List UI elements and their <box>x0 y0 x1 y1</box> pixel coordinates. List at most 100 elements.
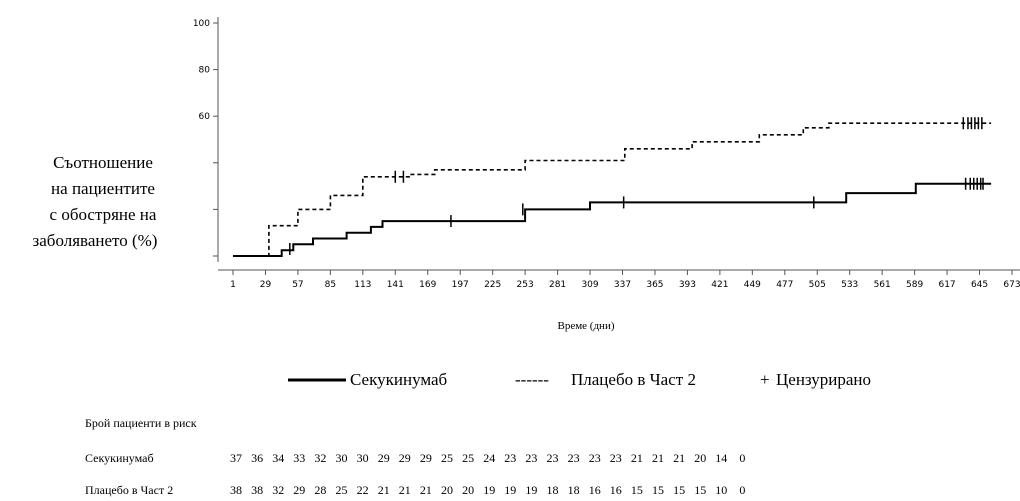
censor-marks <box>289 117 984 256</box>
risk-table-cell: 23 <box>568 451 580 465</box>
legend-item-secukinumab: Секукинумаб <box>350 370 447 389</box>
risk-table-cell: 18 <box>547 483 559 497</box>
risk-table-cell: 16 <box>610 483 622 497</box>
risk-table-cell: 22 <box>357 483 369 497</box>
risk-table-cell: 29 <box>293 483 305 497</box>
risk-table-cell: 16 <box>589 483 601 497</box>
x-tick-label: 561 <box>874 280 891 290</box>
x-tick-label: 533 <box>841 280 858 290</box>
x-tick-label: 253 <box>517 280 534 290</box>
x-tick-label: 589 <box>906 280 923 290</box>
risk-table-cell: 34 <box>272 451 284 465</box>
x-tick-label: 141 <box>387 280 404 290</box>
risk-table-cell: 30 <box>336 451 348 465</box>
risk-table-cell: 37 <box>230 451 242 465</box>
x-tick-label: 1 <box>230 280 236 290</box>
x-tick-label: 113 <box>354 280 371 290</box>
risk-table-cell: 20 <box>694 451 706 465</box>
x-tick-label: 337 <box>614 280 631 290</box>
x-axis-title: Време (дни) <box>557 320 614 332</box>
y-tick-label: 100 <box>193 19 210 29</box>
y-axis-title-line-2: на пациентите <box>51 179 155 198</box>
risk-row-label-placebo: Плацебо в Част 2 <box>85 483 173 497</box>
risk-table-cell: 20 <box>462 483 474 497</box>
legend-censor-swatch: + <box>760 370 770 389</box>
x-tick-label: 85 <box>325 280 336 290</box>
x-tick-label: 169 <box>419 280 436 290</box>
risk-table-title: Брой пациенти в риск <box>85 416 197 430</box>
risk-table-cell: 0 <box>739 483 745 497</box>
risk-table-cell: 29 <box>378 451 390 465</box>
series-line-secukinumab <box>233 182 992 257</box>
risk-table-cell: 15 <box>631 483 643 497</box>
y-axis-title: Съотношение на пациентите с обостряне на… <box>33 153 158 250</box>
risk-table-cell: 23 <box>589 451 601 465</box>
risk-table-cell: 10 <box>715 483 727 497</box>
x-tick-label: 477 <box>776 280 793 290</box>
risk-table-cell: 15 <box>694 483 706 497</box>
x-tick-label: 365 <box>646 280 663 290</box>
risk-table-cell: 18 <box>568 483 580 497</box>
x-tick-label: 281 <box>549 280 566 290</box>
risk-table-cell: 29 <box>399 451 411 465</box>
plot-series <box>233 122 992 257</box>
risk-table-cell: 38 <box>230 483 242 497</box>
y-axis-title-line-3: с обостряне на <box>50 205 157 224</box>
risk-table-cell: 23 <box>504 451 516 465</box>
risk-table-cell: 32 <box>314 451 326 465</box>
legend-item-placebo: Плацебо в Част 2 <box>571 370 696 389</box>
risk-table-cell: 29 <box>420 451 432 465</box>
y-axis: 60 80 100 <box>193 17 219 262</box>
risk-table-cell: 21 <box>652 451 664 465</box>
risk-table-cell: 25 <box>441 451 453 465</box>
risk-table-cell: 15 <box>652 483 664 497</box>
risk-table-cell: 28 <box>314 483 326 497</box>
risk-table-cell: 24 <box>483 451 495 465</box>
x-tick-label: 421 <box>711 280 728 290</box>
risk-table-cell: 19 <box>483 483 495 497</box>
x-tick-label: 505 <box>809 280 826 290</box>
risk-table-cell: 14 <box>715 451 727 465</box>
y-axis-title-line-4: заболяването (%) <box>33 231 158 250</box>
series-line-placebo <box>233 122 992 257</box>
legend-item-censored: Цензурирано <box>776 370 871 389</box>
risk-table-cell: 23 <box>610 451 622 465</box>
risk-table-cell: 25 <box>462 451 474 465</box>
risk-table-cell: 20 <box>441 483 453 497</box>
risk-table-cell: 21 <box>378 483 390 497</box>
risk-table-cell: 36 <box>251 451 263 465</box>
risk-table-cell: 0 <box>739 451 745 465</box>
x-tick-label: 393 <box>679 280 696 290</box>
x-tick-label: 645 <box>971 280 988 290</box>
risk-row-label-secukinumab: Секукинумаб <box>85 451 154 465</box>
x-tick-label: 673 <box>1003 280 1020 290</box>
x-tick-label: 449 <box>744 280 761 290</box>
x-tick-label: 197 <box>452 280 469 290</box>
risk-table-cell: 25 <box>336 483 348 497</box>
risk-table-cell: 21 <box>420 483 432 497</box>
y-tick-label: 80 <box>199 66 211 76</box>
legend: Секукинумаб ------ Плацебо в Част 2 + Це… <box>288 370 871 389</box>
risk-table-cell: 23 <box>525 451 537 465</box>
x-axis: 1 29 57 85 113 141 169 197 225 253 281 309 337 365 393… <box>218 269 1020 290</box>
x-tick-label: 29 <box>260 280 272 290</box>
risk-table-cell: 23 <box>547 451 559 465</box>
risk-table-cell: 21 <box>631 451 643 465</box>
risk-table-cell: 32 <box>272 483 284 497</box>
risk-table-cell: 38 <box>251 483 263 497</box>
x-tick-label: 309 <box>581 280 598 290</box>
risk-table-cell: 30 <box>357 451 369 465</box>
y-tick-label: 60 <box>199 112 211 122</box>
legend-dashed-swatch: ------ <box>515 370 549 389</box>
risk-table-cell: 19 <box>504 483 516 497</box>
x-tick-label: 617 <box>938 280 955 290</box>
y-axis-title-line-1: Съотношение <box>53 153 153 172</box>
risk-table-cell: 33 <box>293 451 305 465</box>
x-tick-label: 57 <box>292 280 303 290</box>
x-tick-label: 225 <box>484 280 501 290</box>
risk-table-cell: 21 <box>673 451 685 465</box>
risk-table-values: 37 36 34 33 32 30 30 29 29 29 25 25 24 23 23 23 23 23 23 21… <box>230 451 745 497</box>
risk-table-cell: 15 <box>673 483 685 497</box>
risk-table-cell: 19 <box>525 483 537 497</box>
